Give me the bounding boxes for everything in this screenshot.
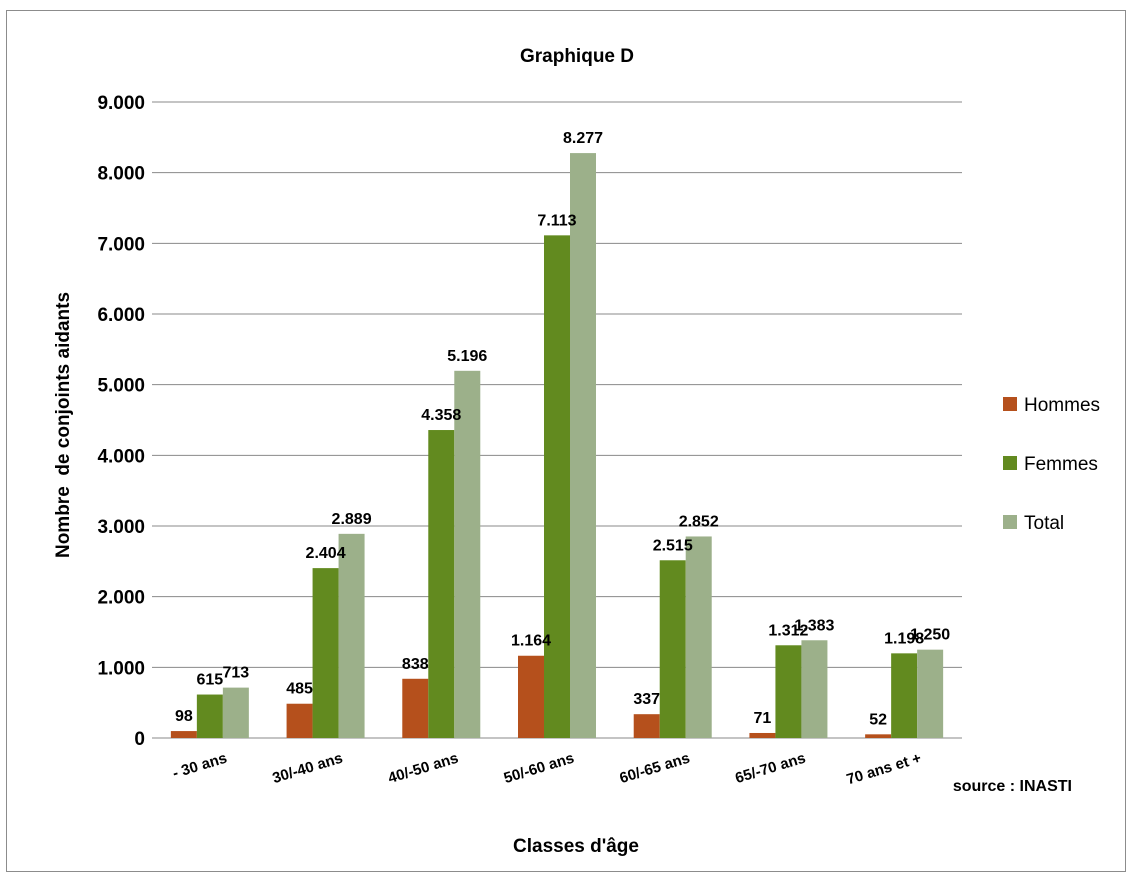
data-label: 2.852 (679, 513, 719, 530)
data-label: 1.198 (884, 630, 924, 647)
x-tick-label: 30/-40 ans (270, 750, 344, 787)
chart-title: Graphique D (520, 46, 634, 67)
bar-total (685, 536, 712, 738)
x-tick-label: 60/-65 ans (618, 750, 692, 787)
y-tick-label: 2.000 (97, 588, 145, 609)
data-label: 615 (197, 672, 224, 689)
x-tick-label: - 30 ans (171, 750, 229, 783)
data-label: 5.196 (447, 348, 487, 365)
y-tick-label: 0 (134, 729, 145, 750)
bar-hommes (286, 703, 313, 738)
bar-hommes (633, 714, 660, 738)
bar-total (570, 153, 596, 739)
x-tick-label: 40/-50 ans (386, 750, 460, 787)
y-tick-label: 5.000 (97, 376, 145, 397)
y-tick-label: 8.000 (97, 164, 145, 185)
bar-hommes (518, 655, 544, 738)
data-label: 52 (869, 711, 887, 728)
bar-total (222, 687, 249, 738)
data-label: 2.515 (653, 537, 693, 554)
data-label: 2.404 (306, 545, 346, 562)
legend-swatch-total (1003, 515, 1017, 529)
bar-total (801, 640, 828, 738)
legend-label-hommes: Hommes (1024, 395, 1100, 416)
data-labels: 98 615 713 485 2.404 2.889 838 4.358 5.196 1.164 7… (175, 130, 950, 728)
data-label: 8.277 (563, 130, 603, 147)
source-note: source : INASTI (953, 778, 1072, 795)
y-axis-title: Nombre de conjoints aidants (53, 292, 74, 558)
y-tick-label: 9.000 (97, 93, 145, 114)
data-label: 485 (286, 681, 313, 698)
legend-label-femmes: Femmes (1024, 454, 1098, 475)
bar-hommes (170, 731, 197, 738)
x-axis-title: Classes d'âge (513, 836, 639, 857)
data-label: 838 (402, 656, 429, 673)
y-tick-label: 6.000 (97, 305, 145, 326)
bar-femmes (544, 235, 570, 738)
x-tick-label: 65/-70 ans (733, 750, 807, 787)
data-label: 337 (633, 691, 660, 708)
x-tick-label: 70 ans et + (845, 750, 924, 789)
data-label: 98 (175, 708, 193, 725)
data-label: 1.250 (910, 627, 950, 644)
bars (170, 153, 944, 739)
bar-hommes (865, 734, 892, 738)
x-tick-label: 50/-60 ans (502, 750, 576, 787)
legend-swatch-femmes (1003, 456, 1017, 470)
y-axis-ticks: 0 1.000 2.000 3.000 4.000 5.000 6.000 7.000 8.00… (97, 93, 145, 750)
bar-hommes (402, 678, 429, 738)
data-label: 4.358 (421, 407, 461, 424)
bar-femmes (428, 430, 455, 738)
data-label: 1.312 (768, 622, 808, 639)
data-label: 2.889 (332, 511, 372, 528)
bar-total (338, 533, 365, 738)
legend-label-total: Total (1024, 513, 1064, 534)
bar-femmes (196, 694, 223, 738)
bar-femmes (775, 645, 802, 738)
x-axis-ticks: - 30 ans 30/-40 ans 40/-50 ans 50/-60 ans 60… (171, 750, 924, 789)
data-label: 713 (223, 665, 250, 682)
data-label: 71 (754, 710, 772, 727)
data-label: 1.164 (511, 633, 551, 650)
y-tick-label: 3.000 (97, 517, 145, 538)
data-label: 7.113 (537, 212, 576, 229)
y-tick-label: 4.000 (97, 446, 145, 467)
bar-total (917, 649, 944, 738)
bar-total (454, 370, 481, 738)
y-tick-label: 7.000 (97, 234, 145, 255)
bar-femmes (312, 568, 339, 738)
bar-femmes (891, 653, 918, 738)
legend: Hommes Femmes Total (1003, 395, 1100, 534)
data-label: 1.383 (794, 617, 834, 634)
bar-femmes (659, 560, 686, 738)
y-tick-label: 1.000 (97, 658, 145, 679)
legend-swatch-hommes (1003, 397, 1017, 411)
bar-hommes (749, 732, 776, 738)
